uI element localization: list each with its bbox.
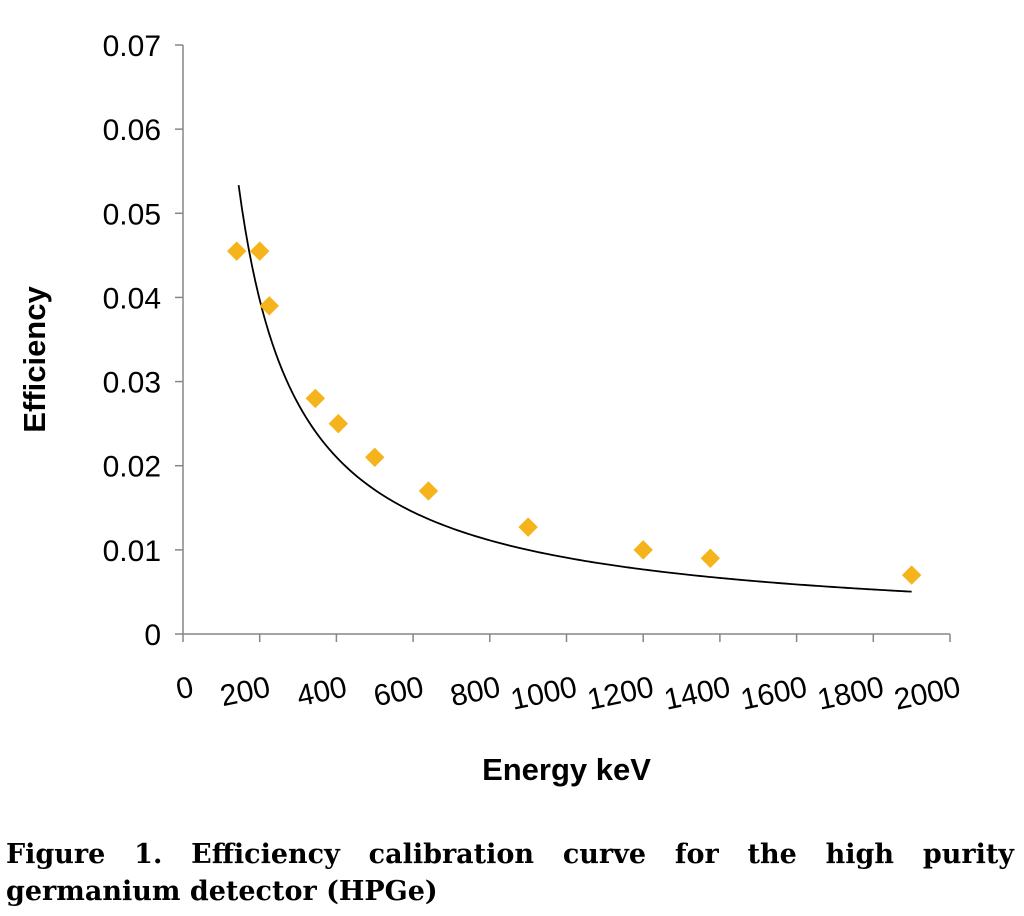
x-tick-label: 400 — [294, 671, 350, 714]
data-point-marker — [418, 481, 439, 501]
data-points — [226, 241, 922, 585]
x-tick-label: 1600 — [738, 671, 810, 717]
x-tick-label: 800 — [447, 671, 503, 714]
y-tick-label: 0.06 — [103, 114, 161, 147]
y-tick-label: 0.01 — [103, 535, 161, 568]
x-tick-label: 1800 — [815, 671, 887, 717]
trendline-curve — [237, 185, 912, 593]
data-point-marker — [365, 447, 385, 468]
efficiency-chart: 0 0.01 0.02 0.03 0.04 0.05 0.06 0.07 0 200 400 600 8… — [17, 30, 964, 787]
x-tick-label: 2000 — [891, 671, 963, 717]
trendline-layer — [237, 185, 912, 593]
y-tick-label: 0.05 — [103, 198, 161, 231]
data-point-marker — [259, 296, 279, 316]
data-point-marker — [901, 565, 922, 585]
data-point-marker — [633, 540, 653, 560]
data-point-marker — [700, 548, 721, 568]
x-tick-label: 1400 — [661, 671, 733, 717]
data-point-marker — [328, 413, 349, 434]
x-tick-label: 200 — [217, 671, 273, 714]
x-tick-label: 600 — [371, 671, 427, 714]
figure-caption: Figure 1. Efficiency calibration curve f… — [6, 839, 1014, 907]
x-tick-label: 1000 — [508, 671, 580, 717]
data-point-marker — [518, 517, 538, 537]
y-tick-label: 0.04 — [103, 282, 161, 315]
data-point-marker — [226, 241, 247, 261]
y-tick-label: 0 — [144, 619, 161, 652]
y-tick-label: 0.02 — [103, 451, 161, 484]
y-axis-title: Efficiency — [17, 286, 52, 433]
x-tick-label: 0 — [173, 671, 196, 707]
x-tick-label: 1200 — [585, 671, 657, 717]
y-tick-label: 0.07 — [103, 30, 161, 63]
data-point-marker — [305, 388, 326, 409]
axes — [175, 44, 951, 642]
y-tick-label: 0.03 — [103, 367, 161, 400]
x-axis-title: Energy keV — [482, 752, 651, 787]
data-point-marker — [249, 241, 270, 261]
tick-labels: 0 0.01 0.02 0.03 0.04 0.05 0.06 0.07 0 200 400 600 8… — [103, 30, 964, 717]
